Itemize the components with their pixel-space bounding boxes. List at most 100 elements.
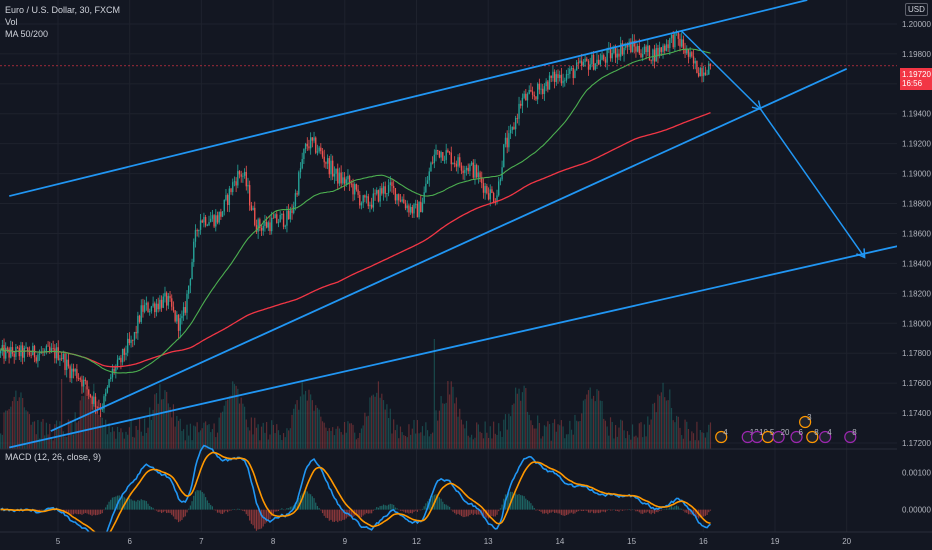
volume-bar — [565, 434, 568, 449]
candle-body — [359, 194, 361, 206]
macd-histogram-bar — [650, 509, 652, 515]
volume-bar — [32, 421, 34, 449]
volume-bar — [481, 432, 483, 449]
volume-bar — [183, 429, 185, 449]
bar-countdown: 16:56 — [902, 79, 923, 88]
event-marker[interactable]: 20 — [772, 428, 790, 444]
volume-bar — [15, 390, 17, 449]
macd-histogram-bar — [249, 509, 251, 521]
event-marker[interactable]: 8 — [806, 428, 820, 444]
volume-bar — [213, 423, 215, 449]
macd-histogram-bar — [606, 509, 608, 511]
macd-histogram-bar — [625, 509, 627, 511]
symbol-title[interactable]: Euro / U.S. Dollar, 30, FXCM — [5, 5, 121, 15]
macd-histogram-bar — [623, 509, 625, 511]
macd-histogram-bar — [396, 508, 398, 510]
macd-histogram-bar — [81, 509, 83, 515]
volume-bar — [242, 403, 244, 449]
candle-body — [338, 172, 341, 184]
macd-axis[interactable]: 0.00100 0.00000 — [902, 468, 931, 514]
candle-body — [208, 222, 210, 226]
candle-body — [450, 152, 452, 165]
macd-histogram-bar — [538, 509, 540, 512]
candle-body — [381, 188, 383, 194]
trendline-drawings[interactable] — [9, 0, 901, 449]
macd-histogram-bar — [159, 509, 161, 512]
volume-bar — [110, 432, 112, 449]
candle-body — [111, 368, 114, 378]
macd-histogram-bar — [406, 509, 408, 513]
candle-body — [315, 137, 317, 153]
event-markers[interactable]: 4121052068483 — [715, 413, 858, 444]
volume-bar — [100, 413, 102, 449]
macd-histogram-bar — [669, 507, 671, 510]
volume-bar — [20, 392, 22, 449]
macd-histogram-bar — [579, 509, 581, 511]
macd-histogram-bar — [76, 509, 78, 515]
volume-bar — [1, 434, 3, 449]
candle-body — [572, 68, 574, 79]
volume-bar — [162, 399, 164, 449]
macd-histogram-bar — [39, 509, 41, 511]
price-tick-label: 1.19800 — [902, 50, 931, 59]
candle-body — [198, 229, 200, 232]
volume-bar — [677, 416, 679, 449]
volume-bar — [293, 408, 295, 449]
volume-bar — [626, 431, 629, 449]
candle-body — [72, 368, 75, 372]
volume-legend[interactable]: Vol — [5, 17, 18, 27]
macd-histogram-bar — [599, 509, 601, 513]
volume-bar — [103, 425, 105, 449]
event-marker[interactable]: 8 — [844, 428, 858, 444]
volume-bar — [379, 397, 381, 449]
time-tick-label: 6 — [127, 537, 132, 546]
macd-histogram-bar — [545, 509, 547, 514]
candle-body — [71, 368, 73, 379]
event-marker[interactable]: 4 — [715, 428, 729, 444]
macd-histogram-bar — [194, 491, 197, 510]
volume-bar — [443, 403, 446, 449]
candle-body — [677, 31, 679, 39]
candle-body — [335, 168, 337, 174]
volume-bar — [91, 395, 93, 449]
volume-bar — [262, 422, 264, 449]
time-axis[interactable]: 5 6 7 8 9 12 13 14 15 16 19 20 — [0, 531, 932, 550]
volume-bar — [403, 435, 405, 449]
macd-histogram-bar — [581, 509, 583, 512]
ma-legend[interactable]: MA 50/200 — [5, 29, 49, 39]
macd-legend[interactable]: MACD (12, 26, close, 9) — [5, 452, 102, 462]
macd-histogram-bar — [318, 508, 320, 510]
volume-bar — [144, 418, 146, 449]
candle-body — [511, 126, 513, 131]
macd-histogram-bar — [247, 509, 249, 517]
macd-histogram-bar — [233, 509, 236, 510]
volume-bar — [511, 404, 513, 449]
volume-bar — [669, 389, 671, 449]
volume-bar — [218, 417, 220, 449]
event-marker[interactable]: 4 — [819, 428, 833, 444]
macd-histogram-bar — [296, 501, 298, 510]
currency-button[interactable]: USD — [905, 3, 928, 16]
candle-body — [345, 179, 347, 184]
candle-body — [504, 137, 507, 145]
event-marker[interactable]: 3 — [799, 413, 813, 429]
volume-bar — [406, 437, 408, 449]
macd-histogram-bar — [530, 503, 532, 510]
event-marker[interactable]: 6 — [790, 428, 804, 444]
price-tick-label: 1.18000 — [902, 319, 931, 328]
volume-bar — [291, 414, 293, 449]
candle-body — [640, 53, 642, 58]
candle-body — [435, 150, 437, 155]
volume-bar — [543, 425, 546, 449]
volume-bar — [432, 432, 434, 449]
volume-bar — [418, 433, 420, 449]
candle-body — [430, 162, 432, 172]
volume-bar — [472, 439, 474, 449]
macd-histogram-bar — [149, 505, 151, 510]
price-tick-label: 1.18800 — [902, 200, 931, 209]
candle-body — [8, 348, 10, 358]
chart-legend: Euro / U.S. Dollar, 30, FXCM Vol MA 50/2… — [5, 4, 120, 40]
macd-histogram-bar — [235, 509, 237, 511]
candle-body — [564, 80, 566, 82]
